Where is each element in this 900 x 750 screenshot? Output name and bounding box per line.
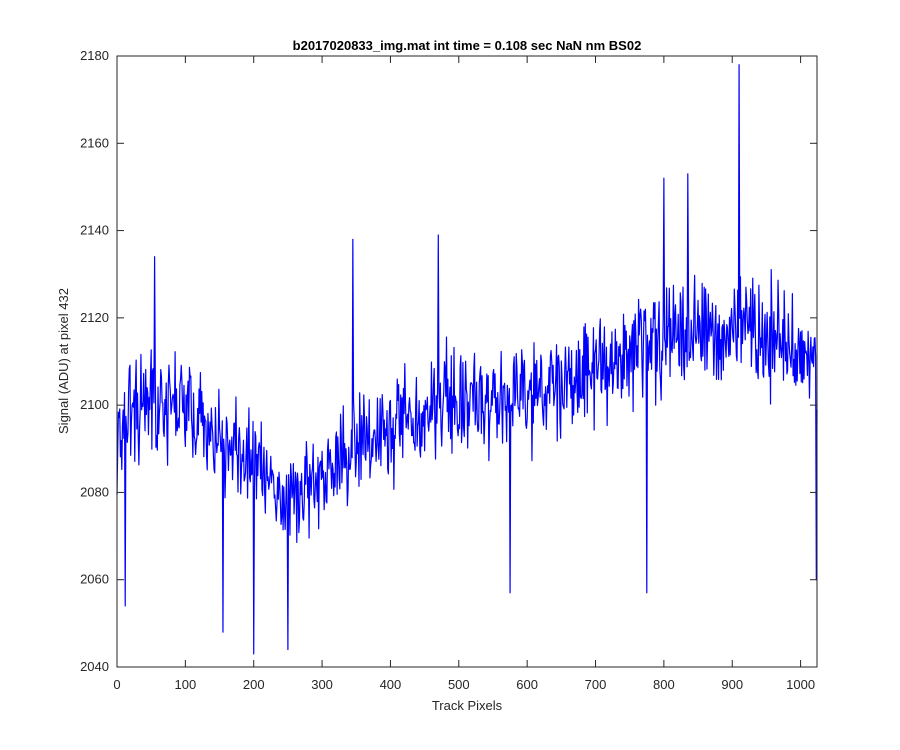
y-tick-label: 2180 (80, 48, 109, 63)
x-tick-label: 300 (311, 677, 333, 692)
y-tick-label: 2160 (80, 135, 109, 150)
signal-series (116, 64, 818, 655)
x-tick-label: 0 (113, 677, 120, 692)
x-tick-label: 700 (585, 677, 607, 692)
plot-area (117, 56, 817, 667)
y-tick-label: 2080 (80, 484, 109, 499)
y-tick-label: 2060 (80, 572, 109, 587)
y-tick-label: 2120 (80, 310, 109, 325)
x-tick-label: 900 (721, 677, 743, 692)
x-tick-label: 100 (175, 677, 197, 692)
y-axis-label: Signal (ADU) at pixel 432 (56, 288, 71, 434)
chart-title: b2017020833_img.mat int time = 0.108 sec… (293, 38, 642, 53)
x-axis-label: Track Pixels (432, 698, 503, 713)
y-tick-label: 2100 (80, 397, 109, 412)
y-axis: 2040 2060 2080 2100 2120 2140 2160 2180 (80, 48, 817, 674)
y-tick-label: 2140 (80, 223, 109, 238)
x-axis: 0 100 200 300 400 500 600 700 800 900 1000 (113, 56, 815, 692)
x-tick-label: 1000 (786, 677, 815, 692)
x-tick-label: 600 (516, 677, 538, 692)
x-tick-label: 800 (653, 677, 675, 692)
y-tick-label: 2040 (80, 659, 109, 674)
signal-line (116, 64, 818, 655)
x-tick-label: 500 (448, 677, 470, 692)
x-tick-label: 200 (243, 677, 265, 692)
x-tick-label: 400 (380, 677, 402, 692)
axes-box (116, 55, 818, 668)
